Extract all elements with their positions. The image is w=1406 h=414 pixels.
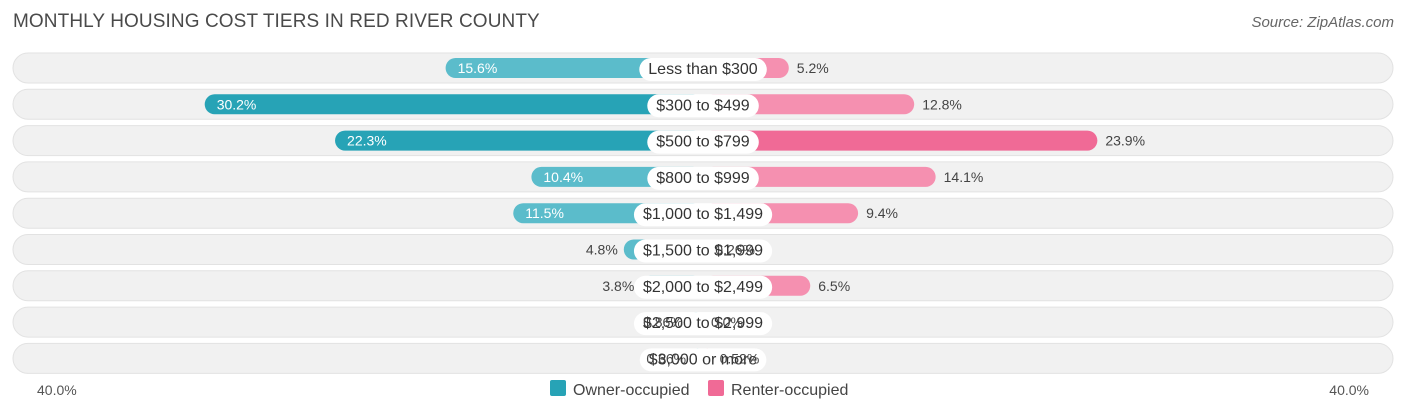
bar-owner — [204, 94, 703, 115]
category-label: $1,500 to $1,999 — [643, 243, 763, 260]
row-6: $2,000 to $2,499 3.8% 6.5% — [12, 270, 1394, 302]
legend-swatch-renter — [708, 380, 724, 396]
value-label-owner: 0.66% — [646, 350, 686, 366]
value-label-renter: 5.2% — [797, 60, 829, 76]
value-label-owner: 11.5% — [525, 205, 564, 221]
category-pill — [647, 130, 759, 154]
row-1: $300 to $499 30.2% 12.8% — [12, 88, 1394, 120]
chart-source: Source: ZipAtlas.com — [1251, 14, 1394, 31]
category-pill — [639, 348, 767, 372]
category-label: $500 to $799 — [656, 134, 750, 151]
category-label: $800 to $999 — [656, 170, 750, 187]
legend-label-owner: Owner-occupied — [573, 382, 690, 399]
bar-renter — [703, 130, 1098, 151]
category-pill — [633, 239, 773, 263]
value-label-renter: 14.1% — [944, 169, 984, 185]
value-label-owner: 22.3% — [347, 133, 387, 149]
value-label-renter: 23.9% — [1105, 133, 1145, 149]
bar-renter — [703, 166, 936, 187]
value-label-owner: 4.8% — [586, 242, 618, 258]
axis-label-left: 40.0% — [37, 382, 77, 398]
row-5: $1,500 to $1,999 4.8% 0.26% — [12, 234, 1394, 265]
value-label-owner: 15.6% — [458, 60, 498, 76]
value-label-owner: 30.2% — [217, 96, 257, 112]
row-3: $800 to $999 10.4% 14.1% — [12, 161, 1394, 193]
category-label: $1,000 to $1,499 — [643, 206, 763, 223]
bar-owner — [445, 58, 703, 78]
legend: Owner-occupied Renter-occupied — [550, 380, 848, 399]
row-0: Less than $300 15.6% 5.2% — [12, 52, 1394, 84]
category-label: $300 to $499 — [656, 97, 750, 114]
category-pill — [647, 94, 759, 118]
bar-owner — [335, 130, 703, 151]
value-label-renter: 9.4% — [866, 205, 898, 221]
value-label-renter: 12.8% — [922, 96, 962, 112]
category-label: $2,000 to $2,499 — [643, 279, 763, 296]
category-pill — [633, 312, 773, 336]
category-pill — [633, 203, 773, 227]
value-label-owner: 3.8% — [602, 278, 634, 294]
legend-label-renter: Renter-occupied — [731, 382, 848, 399]
category-pill — [633, 275, 773, 299]
value-label-owner: 10.4% — [543, 169, 583, 185]
axis-label-right: 40.0% — [1329, 382, 1369, 398]
value-label-renter: 0.0% — [711, 314, 743, 330]
value-label-renter: 0.26% — [715, 242, 755, 258]
category-label: $2,500 to $2,999 — [643, 315, 763, 332]
category-label: $3,000 or more — [649, 351, 758, 368]
value-label-renter: 6.5% — [818, 278, 850, 294]
row-2: $500 to $799 22.3% 23.9% — [12, 125, 1394, 157]
category-label: Less than $300 — [648, 61, 758, 78]
chart-title: MONTHLY HOUSING COST TIERS IN RED RIVER … — [13, 11, 540, 32]
row-4: $1,000 to $1,499 11.5% 9.4% — [12, 197, 1394, 229]
value-label-owner: 0.86% — [643, 314, 683, 330]
value-label-renter: 0.52% — [720, 350, 760, 366]
category-pill — [639, 58, 767, 81]
category-pill — [647, 166, 759, 190]
legend-swatch-owner — [550, 380, 566, 396]
